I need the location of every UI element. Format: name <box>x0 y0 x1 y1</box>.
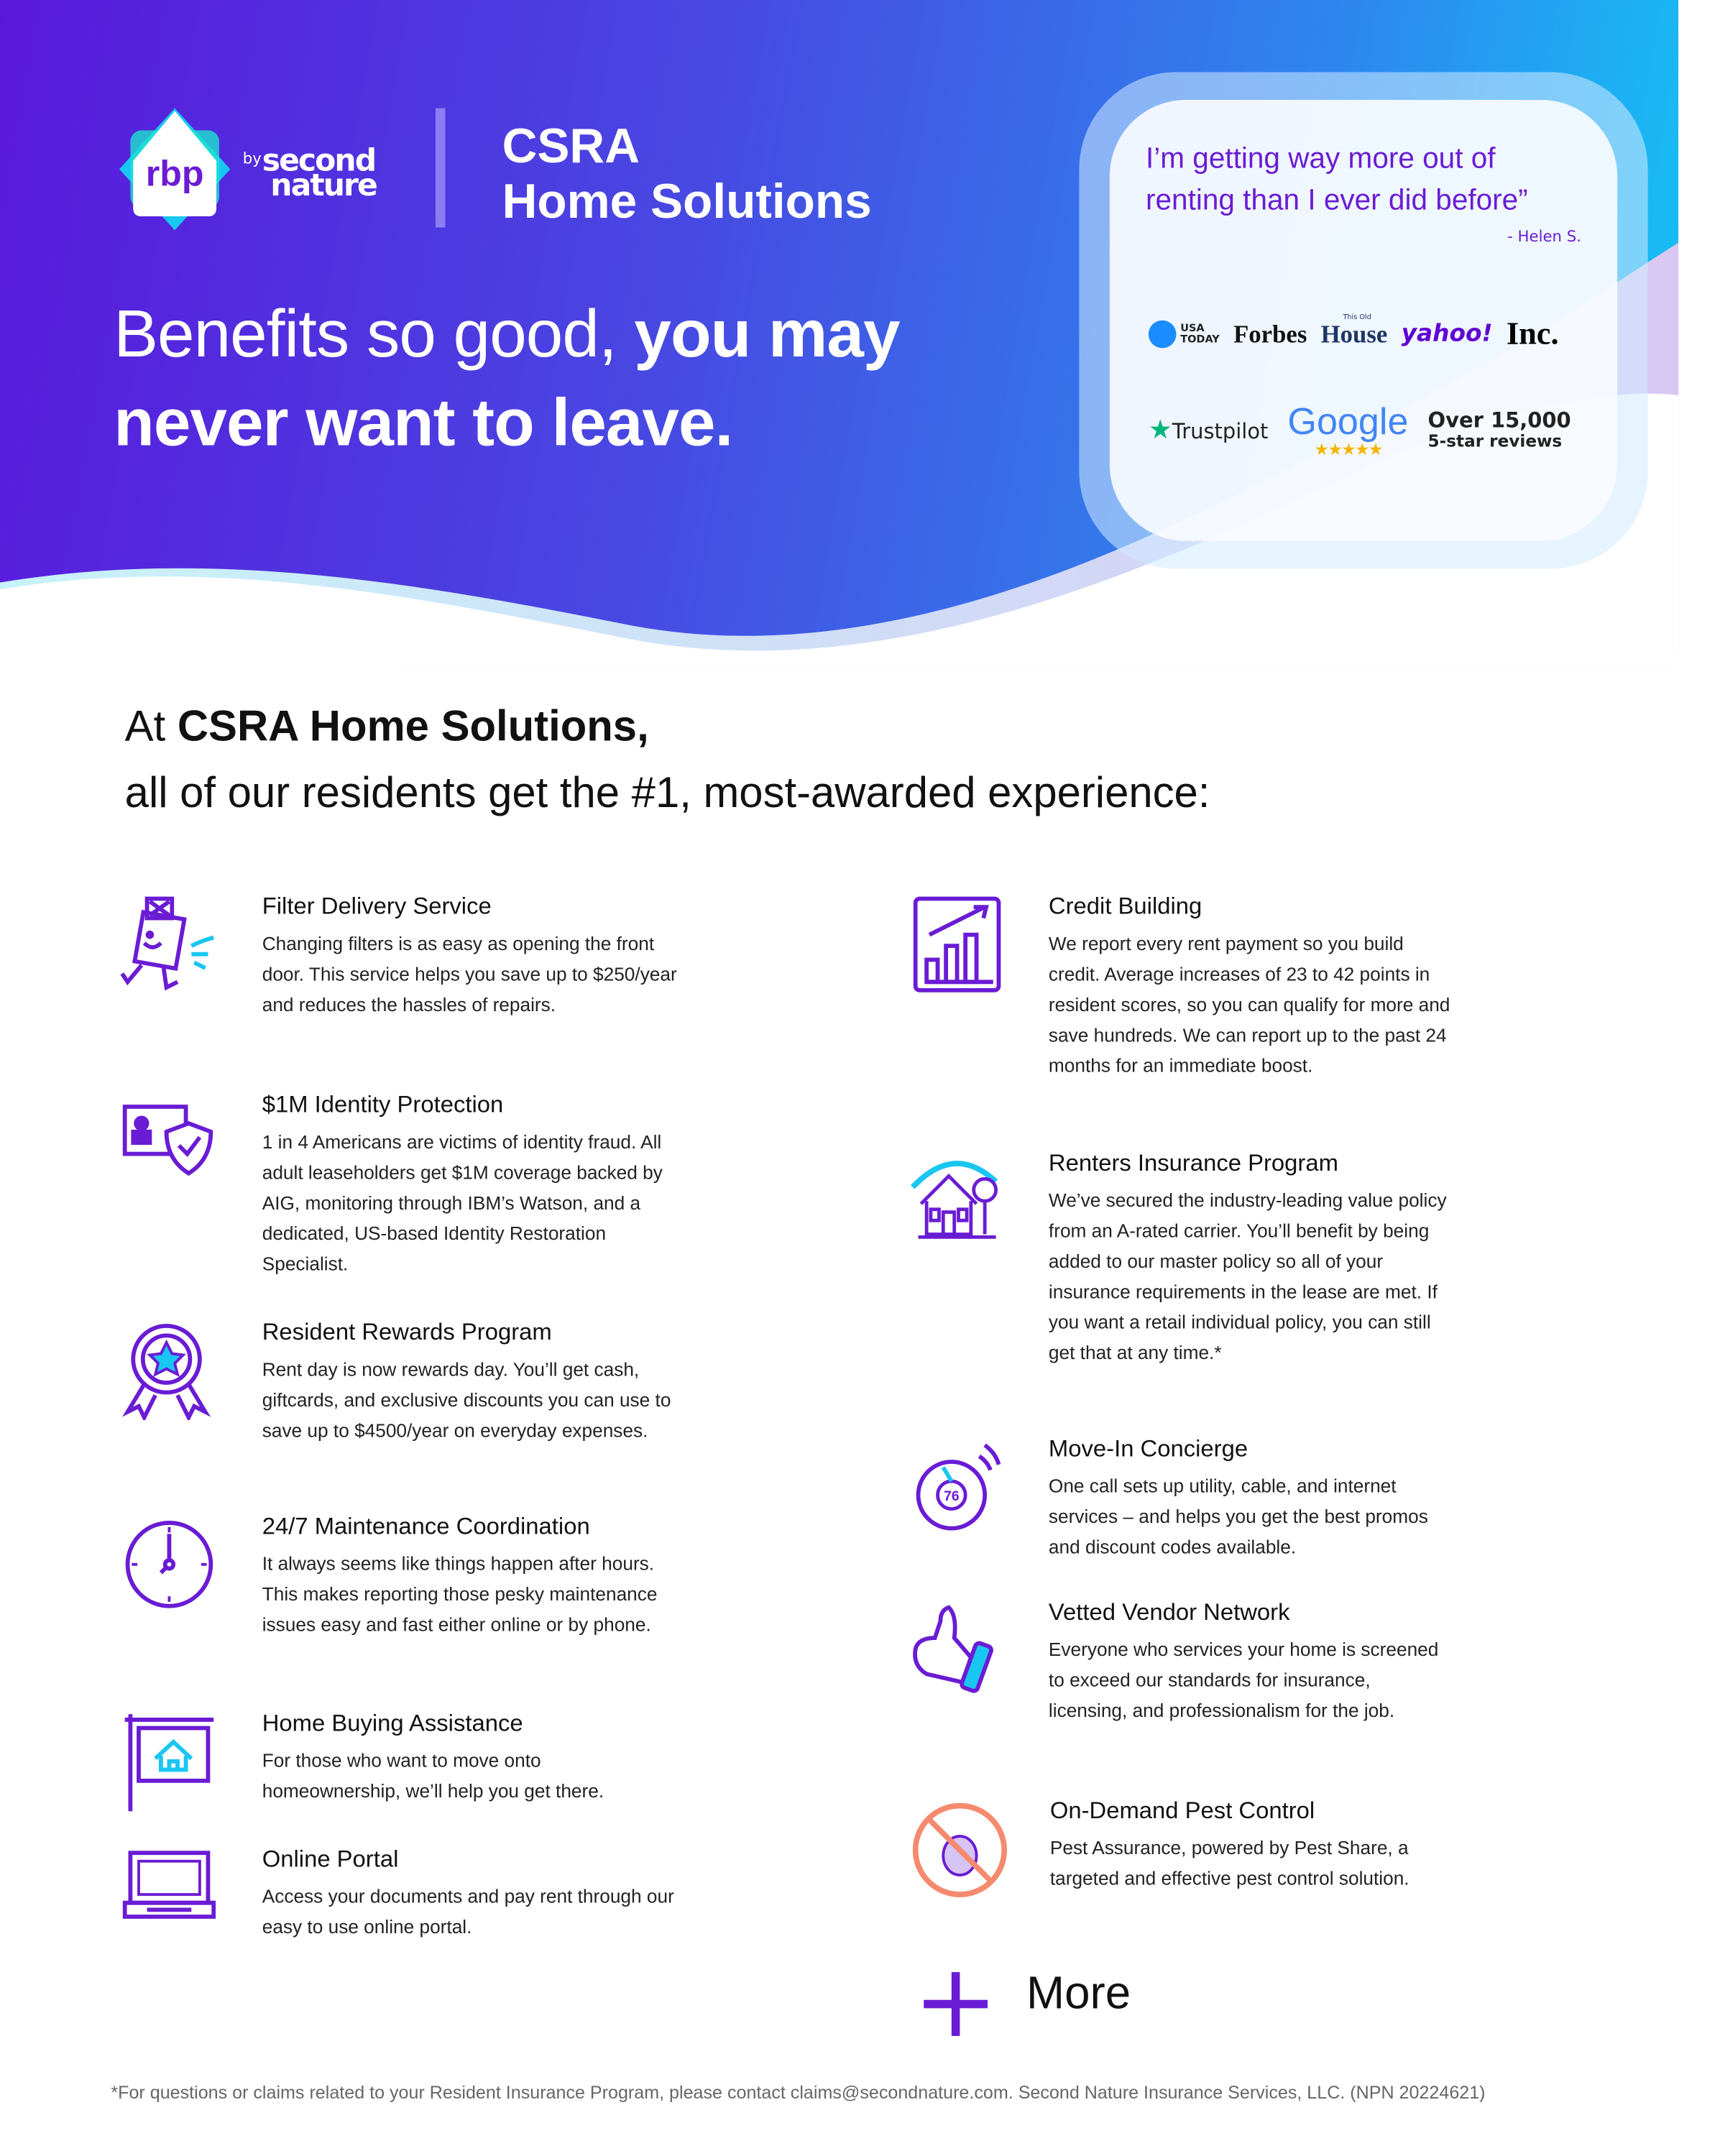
inc-logo: Inc. <box>1506 315 1559 351</box>
identity-protection-icon <box>122 1105 213 1176</box>
benefit-pest-control: On-Demand Pest Control Pest Assurance, po… <box>1050 1796 1453 1894</box>
rewards-ribbon-icon <box>121 1323 211 1421</box>
this-old-house-logo: This Old House <box>1320 313 1388 349</box>
logo-by: by <box>242 149 262 168</box>
benefit-filter-delivery: Filter Delivery Service Changing filters … <box>262 892 679 1021</box>
benefit-title: Vetted Vendor Network <box>1048 1599 1290 1626</box>
benefit-title: Filter Delivery Service <box>262 893 492 920</box>
benefit-home-buying: Home Buying Assistance For those who want… <box>262 1709 679 1807</box>
benefit-move-in-concierge: Move-In Concierge One call sets up utilit… <box>1049 1434 1458 1562</box>
headline-bold2: never want to leave. <box>114 387 733 461</box>
trustpilot-text: Trustpilot <box>1172 418 1269 444</box>
google-logo: Google ★★★★★ <box>1287 402 1408 458</box>
benefit-desc: Pest Assurance, powered by Pest Share, a… <box>1049 1837 1409 1889</box>
filter-delivery-icon <box>120 896 214 991</box>
benefit-desc: Access your documents and pay rent throu… <box>262 1886 674 1938</box>
credit-chart-icon <box>913 896 1001 992</box>
thermostat-icon: 76 <box>916 1443 1001 1531</box>
benefit-desc: We report every rent payment so you buil… <box>1048 933 1450 1077</box>
usa-today-logo: USA TODAY <box>1148 320 1220 349</box>
more-label: More <box>1026 1966 1131 2018</box>
section-title-line2: all of our residents get the #1, most-aw… <box>124 768 1210 817</box>
no-pests-icon <box>912 1802 1008 1897</box>
forbes-logo: Forbes <box>1233 319 1307 348</box>
benefit-title: Resident Rewards Program <box>262 1319 552 1345</box>
plus-icon <box>924 1972 988 2036</box>
reviews-line1: Over 15,000 <box>1427 407 1571 433</box>
reviews-count: Over 15,000 5-star reviews <box>1427 407 1571 451</box>
logo-nature: nature <box>270 169 378 204</box>
review-logos: ★Trustpilot Google ★★★★★ Over 15,000 5-s… <box>1149 402 1571 458</box>
usa-text: USA <box>1180 321 1205 335</box>
benefit-desc: For those who want to move onto homeowne… <box>262 1750 604 1802</box>
benefit-desc: Rent day is now rewards day. You’ll get … <box>262 1359 671 1442</box>
press-logos: USA TODAY Forbes This Old House yahoo! In… <box>1148 313 1559 352</box>
divider <box>435 108 446 228</box>
benefit-online-portal: Online Portal Access your documents and p… <box>262 1845 679 1943</box>
company-line2: Home Solutions <box>502 175 872 229</box>
reviews-line2: 5-star reviews <box>1427 430 1563 451</box>
logo-second: second <box>262 144 377 179</box>
testimonial-author: - Helen S. <box>1507 227 1581 246</box>
benefit-identity-protection: $1M Identity Protection 1 in 4 Americans … <box>262 1090 679 1280</box>
benefit-desc: 1 in 4 Americans are victims of identity… <box>262 1131 663 1275</box>
benefit-desc: Changing filters is as easy as opening t… <box>262 933 677 1015</box>
house-text: House <box>1320 319 1388 348</box>
benefit-maintenance: 24/7 Maintenance Coordination It always s… <box>262 1511 679 1640</box>
benefit-title: $1M Identity Protection <box>262 1091 504 1118</box>
thumbs-up-icon <box>913 1605 993 1693</box>
benefit-desc: One call sets up utility, cable, and int… <box>1048 1475 1428 1558</box>
benefit-desc: We’ve secured the industry-leading value… <box>1048 1189 1447 1363</box>
benefit-title: Renters Insurance Program <box>1048 1149 1338 1176</box>
benefit-credit-building: Credit Building We report every rent paym… <box>1049 892 1451 1082</box>
trustpilot-star-icon: ★ <box>1148 415 1172 446</box>
testimonial-quote: I’m getting way more out of renting than… <box>1146 142 1528 217</box>
svg-text:76: 76 <box>944 1489 960 1504</box>
clock-icon <box>125 1521 213 1608</box>
home-sign-icon <box>124 1714 214 1812</box>
benefit-resident-rewards: Resident Rewards Program Rent day is now … <box>262 1317 679 1446</box>
trustpilot-logo: ★Trustpilot <box>1149 415 1269 445</box>
benefit-vetted-vendor: Vetted Vendor Network Everyone who servic… <box>1049 1598 1451 1726</box>
headline-light: Benefits so good, <box>114 298 635 372</box>
laptop-icon <box>122 1851 216 1919</box>
footer-disclaimer: *For questions or claims related to your… <box>111 2081 1486 2103</box>
today-text: TODAY <box>1180 333 1220 346</box>
headline: Benefits so good, you may never want to … <box>114 291 900 469</box>
headline-bold1: you may <box>634 298 900 372</box>
section-title-pre: At <box>124 701 178 751</box>
benefit-title: Home Buying Assistance <box>262 1710 523 1737</box>
benefit-title: Move-In Concierge <box>1048 1435 1248 1462</box>
partner-logo: by second nature <box>242 143 378 204</box>
benefit-title: Online Portal <box>262 1846 399 1873</box>
benefit-title: On-Demand Pest Control <box>1049 1797 1315 1824</box>
testimonial-card <box>1109 99 1618 541</box>
benefit-title: 24/7 Maintenance Coordination <box>262 1513 590 1540</box>
section-title: At CSRA Home Solutions, all of our resid… <box>125 694 1210 826</box>
benefit-title: Credit Building <box>1048 893 1202 920</box>
benefit-renters-insurance: Renters Insurance Program We’ve secured t… <box>1049 1148 1451 1369</box>
insured-house-icon <box>910 1161 998 1239</box>
usa-today-dot-icon <box>1148 320 1177 349</box>
svg-text:rbp: rbp <box>146 154 204 194</box>
yahoo-logo: yahoo! <box>1401 320 1493 349</box>
company-line1: CSRA <box>502 119 640 174</box>
benefit-desc: It always seems like things happen after… <box>262 1553 658 1636</box>
company-name: CSRA Home Solutions <box>502 119 872 230</box>
section-title-company: CSRA Home Solutions, <box>177 701 649 751</box>
this-old-text: This Old <box>1343 313 1371 321</box>
benefit-desc: Everyone who services your home is scree… <box>1048 1639 1439 1721</box>
five-stars-icon: ★★★★★ <box>1314 439 1383 459</box>
google-text: Google <box>1287 400 1409 443</box>
rbp-logo-icon: rbp <box>119 108 231 231</box>
